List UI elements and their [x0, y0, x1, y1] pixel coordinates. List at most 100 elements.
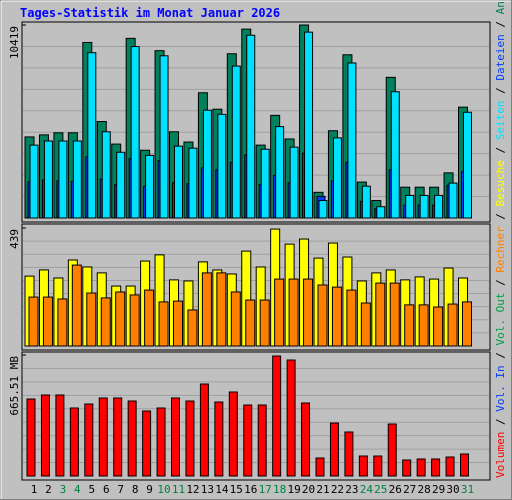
bar [358, 455, 368, 477]
bar [142, 410, 152, 477]
bar [460, 453, 469, 477]
bar [346, 289, 357, 347]
bar [113, 397, 123, 477]
bar [245, 299, 256, 347]
bar [55, 394, 65, 477]
bar [202, 109, 212, 219]
x-tick-label: 19 [287, 483, 300, 496]
bar [257, 404, 267, 477]
bar [390, 91, 400, 219]
bar [275, 126, 285, 219]
bar [187, 309, 198, 347]
bar [304, 31, 314, 219]
bar [216, 272, 227, 347]
x-tick-label: 6 [103, 483, 110, 496]
x-tick-label: 27 [403, 483, 416, 496]
bar [433, 306, 444, 347]
bar [69, 407, 79, 477]
bar [100, 297, 111, 347]
x-tick-label: 15 [230, 483, 243, 496]
bar [130, 46, 140, 219]
bar [376, 206, 386, 219]
bar [315, 457, 325, 477]
x-tick-label: 22 [331, 483, 344, 496]
bar [289, 146, 299, 219]
bar [217, 113, 227, 219]
bar [199, 383, 209, 477]
legend-entry: Seiten [494, 100, 507, 140]
bar [463, 111, 472, 219]
chart-title: Tages-Statistik im Monat Januar 2026 [20, 6, 280, 20]
x-tick-label: 11 [172, 483, 185, 496]
legend-entry: Vol. Out [494, 293, 507, 346]
bar [98, 397, 108, 477]
bar [246, 34, 256, 219]
bar [158, 301, 169, 347]
bar [72, 140, 82, 219]
x-tick-label: 7 [117, 483, 124, 496]
legend-separator: / [494, 14, 507, 34]
bar [243, 404, 253, 477]
x-tick-label: 5 [88, 483, 95, 496]
bar [127, 400, 137, 477]
bar [274, 278, 285, 347]
bar [43, 140, 53, 219]
y-tick-label: 665.51 MB [8, 356, 21, 416]
x-tick-label: 20 [302, 483, 315, 496]
bar [116, 151, 126, 219]
legend-entry: Besuche [494, 160, 507, 206]
bar [448, 182, 458, 219]
legend-separator: / [494, 346, 507, 366]
bar [129, 294, 140, 347]
x-tick-label: 1 [31, 483, 38, 496]
x-tick-label: 13 [201, 483, 214, 496]
x-tick-label: 12 [186, 483, 199, 496]
bar [288, 278, 299, 347]
x-tick-label: 21 [316, 483, 329, 496]
bar [361, 185, 371, 219]
x-tick-label: 10 [157, 483, 170, 496]
x-tick-label: 18 [273, 483, 286, 496]
bar [347, 62, 357, 219]
bar [185, 400, 195, 477]
bar [115, 291, 126, 347]
bar [174, 145, 183, 219]
bar [360, 302, 371, 347]
bar [40, 394, 50, 477]
bar [259, 299, 270, 347]
bar [26, 398, 36, 477]
bar [375, 282, 386, 347]
x-tick-label: 30 [446, 483, 459, 496]
bar [318, 200, 328, 219]
x-tick-label: 24 [360, 483, 374, 496]
legend-separator: / [494, 140, 507, 160]
bar [58, 140, 68, 219]
bar [214, 401, 224, 477]
bar [230, 291, 241, 347]
bar [28, 296, 39, 347]
y-tick-label: 439 [8, 229, 21, 249]
legend-entry: Dateien [494, 34, 507, 80]
bar [419, 194, 429, 219]
bar [344, 431, 354, 477]
legend-separator: / [494, 273, 507, 293]
bar [84, 403, 94, 477]
bar [331, 286, 342, 347]
bar [171, 397, 180, 477]
bar [188, 147, 198, 219]
bar [286, 359, 296, 477]
bar [445, 456, 455, 477]
bar [159, 55, 169, 219]
bar [462, 301, 472, 347]
bar [387, 423, 397, 477]
bar [418, 304, 429, 347]
x-tick-label: 25 [374, 483, 387, 496]
legend-entry: Vol. In [494, 365, 507, 411]
bar [405, 194, 415, 219]
bar [87, 52, 97, 219]
bar [101, 131, 111, 219]
x-tick-label: 28 [418, 483, 431, 496]
bar [329, 422, 339, 477]
x-tick-label: 8 [132, 483, 139, 496]
